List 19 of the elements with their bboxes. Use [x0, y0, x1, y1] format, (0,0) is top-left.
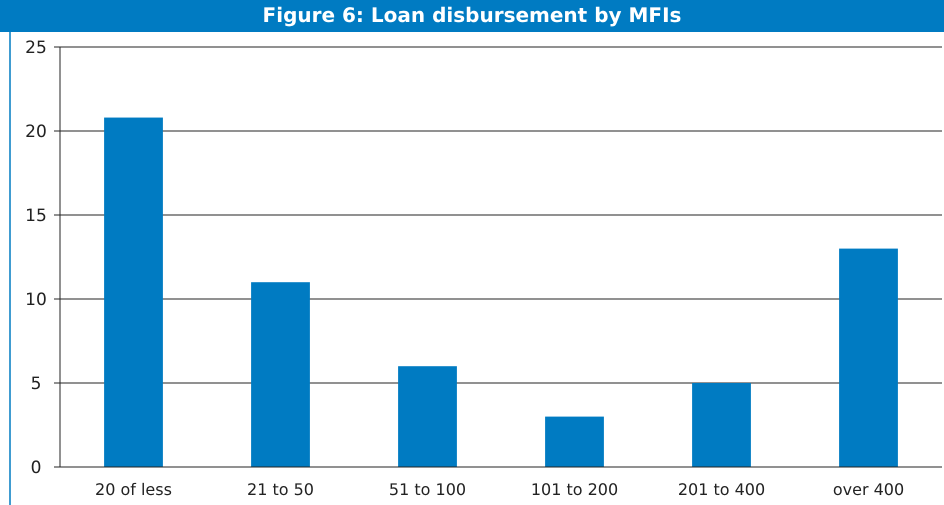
- x-tick-label: 51 to 100: [388, 480, 466, 499]
- y-tick-label: 20: [25, 122, 47, 142]
- bar: [398, 366, 457, 467]
- bar: [839, 248, 898, 467]
- y-tick-label: 5: [30, 374, 42, 394]
- y-tick-label: 25: [25, 38, 47, 58]
- x-tick-label: 101 to 200: [530, 480, 618, 499]
- y-tick-label: 15: [25, 206, 47, 226]
- x-tick-label: 20 of less: [95, 480, 172, 499]
- bar: [251, 282, 310, 467]
- y-tick-label: 0: [30, 458, 42, 478]
- bar: [545, 416, 604, 467]
- x-tick-label: 201 to 400: [678, 480, 766, 499]
- x-tick-label: 21 to 50: [247, 480, 314, 499]
- bar: [692, 383, 751, 467]
- chart-title: Figure 6: Loan disbursement by MFIs: [262, 3, 682, 27]
- bar: [104, 118, 163, 467]
- y-tick-label: 10: [25, 290, 47, 310]
- x-tick-label: over 400: [832, 480, 904, 499]
